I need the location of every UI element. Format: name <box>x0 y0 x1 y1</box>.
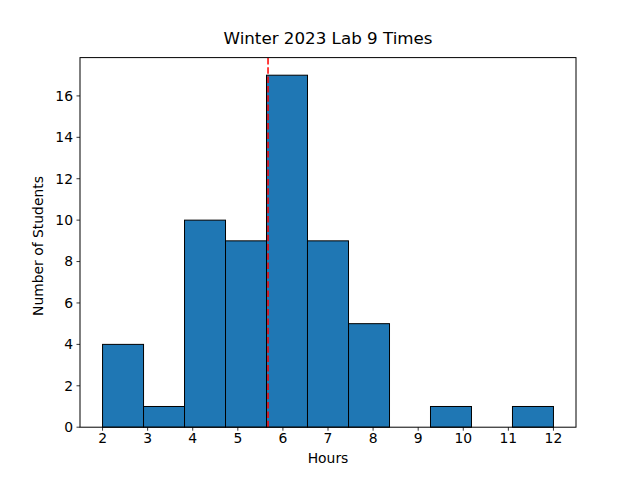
chart-title: Winter 2023 Lab 9 Times <box>80 28 576 48</box>
histogram-bar <box>307 241 348 427</box>
x-tick-label: 8 <box>369 430 378 446</box>
y-tick-label: 16 <box>55 88 73 104</box>
histogram-bar <box>512 406 553 427</box>
y-tick-label: 6 <box>64 295 73 311</box>
x-tick-label: 5 <box>233 430 242 446</box>
histogram-bar <box>144 406 185 427</box>
histogram-bar <box>267 75 308 427</box>
x-tick-label: 11 <box>500 430 518 446</box>
x-axis-label: Hours <box>80 450 576 466</box>
y-tick-label: 4 <box>64 336 73 352</box>
histogram-plot: 2 3 4 5 6 7 8 9 10 11 12 0 2 4 6 8 10 12 14 16 <box>0 0 640 480</box>
y-tick-label: 2 <box>64 378 73 394</box>
histogram-bar <box>226 241 267 427</box>
histogram-bar <box>185 220 226 427</box>
x-tick-label: 9 <box>414 430 423 446</box>
x-tick-label: 7 <box>324 430 333 446</box>
y-axis-label: Number of Students <box>28 146 48 346</box>
x-tick-label: 12 <box>545 430 563 446</box>
y-tick-label: 12 <box>55 171 73 187</box>
y-tick-label: 14 <box>55 129 73 145</box>
y-tick-label: 0 <box>64 419 73 435</box>
x-tick-label: 3 <box>143 430 152 446</box>
x-tick-label: 6 <box>278 430 287 446</box>
y-tick-label: 10 <box>55 212 73 228</box>
y-tick-label: 8 <box>64 253 73 269</box>
x-tick-label: 10 <box>454 430 472 446</box>
histogram-bar <box>349 324 390 428</box>
histogram-bar <box>103 344 144 427</box>
figure-canvas: 2 3 4 5 6 7 8 9 10 11 12 0 2 4 6 8 10 12 14 16 Winter 2023 … <box>0 0 640 480</box>
x-tick-label: 2 <box>98 430 107 446</box>
x-tick-label: 4 <box>188 430 197 446</box>
histogram-bar <box>430 406 471 427</box>
